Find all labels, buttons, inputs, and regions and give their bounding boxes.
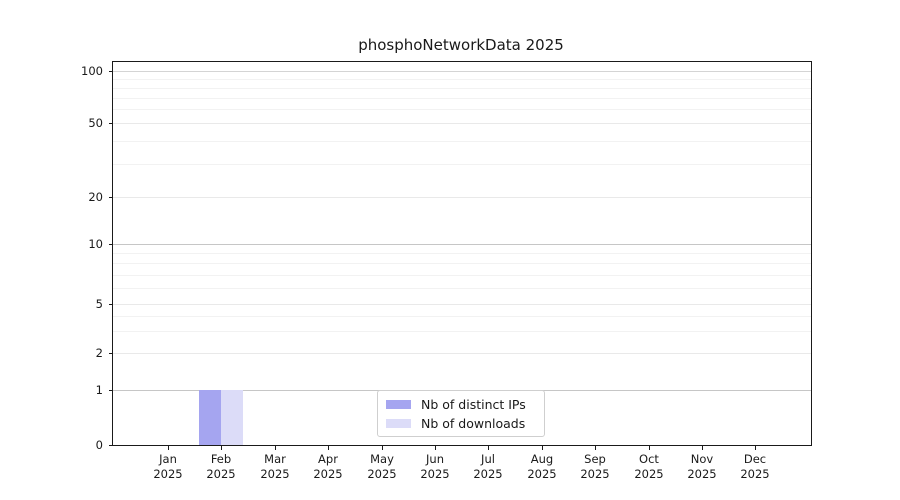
- x-tick-label-year: 2025: [580, 466, 610, 481]
- x-axis-tick: [488, 446, 489, 450]
- y-gridline-minor: [113, 164, 811, 165]
- legend-item: Nb of downloads: [386, 416, 536, 431]
- y-gridline-minor: [113, 288, 811, 289]
- y-axis-tick: [109, 353, 113, 354]
- x-tick-label-year: 2025: [634, 466, 664, 481]
- y-tick-label: 0: [95, 438, 103, 452]
- x-tick-label-month: Oct: [639, 452, 659, 466]
- legend: Nb of distinct IPs Nb of downloads: [377, 390, 545, 437]
- x-tick-label-month: Feb: [210, 452, 232, 466]
- y-gridline-minor: [113, 88, 811, 89]
- x-tick-label: Feb 2025: [191, 452, 251, 481]
- y-gridline-major: [113, 197, 811, 198]
- x-tick-label: Apr 2025: [298, 452, 358, 481]
- x-tick-label-year: 2025: [740, 466, 770, 481]
- y-gridline-minor: [113, 79, 811, 80]
- x-tick-label: Jun 2025: [405, 452, 465, 481]
- y-tick-label: 1: [95, 383, 103, 397]
- x-tick-label: Jan 2025: [138, 452, 198, 481]
- x-tick-label-month: Mar: [264, 452, 286, 466]
- y-axis-tick: [109, 197, 113, 198]
- x-axis-tick: [649, 446, 650, 450]
- legend-label: Nb of distinct IPs: [421, 396, 526, 412]
- y-axis-tick: [109, 445, 113, 446]
- y-tick-label: 20: [88, 190, 103, 204]
- x-tick-label: Sep 2025: [565, 452, 625, 481]
- y-gridline-minor: [113, 141, 811, 142]
- x-tick-label-year: 2025: [260, 466, 290, 481]
- x-tick-label: Nov 2025: [672, 452, 732, 481]
- x-tick-label-month: May: [370, 452, 394, 466]
- x-axis-tick: [542, 446, 543, 450]
- bar-feb-2025-series1: [221, 390, 243, 445]
- x-tick-label: Oct 2025: [619, 452, 679, 481]
- x-tick-label: May 2025: [352, 452, 412, 481]
- x-tick-label: Aug 2025: [512, 452, 572, 481]
- x-axis-tick: [328, 446, 329, 450]
- x-tick-label-year: 2025: [153, 466, 183, 481]
- y-axis-tick: [109, 71, 113, 72]
- x-tick-label: Jul 2025: [458, 452, 518, 481]
- x-tick-label-month: Apr: [318, 452, 338, 466]
- y-gridline-minor: [113, 331, 811, 332]
- x-tick-label-year: 2025: [206, 466, 236, 481]
- legend-item: Nb of distinct IPs: [386, 397, 536, 412]
- y-axis-tick: [109, 123, 113, 124]
- x-axis-tick: [275, 446, 276, 450]
- x-tick-label-year: 2025: [420, 466, 450, 481]
- y-tick-label: 50: [88, 116, 103, 130]
- x-axis-tick: [702, 446, 703, 450]
- x-tick-label-year: 2025: [313, 466, 343, 481]
- x-tick-label-year: 2025: [687, 466, 717, 481]
- y-gridline-minor: [113, 275, 811, 276]
- y-tick-label: 100: [81, 64, 103, 78]
- y-gridline-minor: [113, 98, 811, 99]
- legend-swatch: [386, 418, 411, 428]
- x-axis-tick: [382, 446, 383, 450]
- y-tick-label: 2: [95, 346, 103, 360]
- y-axis-tick: [109, 304, 113, 305]
- x-tick-label-year: 2025: [367, 466, 397, 481]
- x-tick-label-month: Aug: [530, 452, 554, 466]
- y-gridline-major: [113, 304, 811, 305]
- x-axis-tick: [755, 446, 756, 450]
- x-tick-label: Dec 2025: [725, 452, 785, 481]
- x-tick-label-month: Dec: [743, 452, 767, 466]
- plot-area: [112, 61, 812, 446]
- x-axis-tick: [168, 446, 169, 450]
- y-gridline-minor: [113, 253, 811, 254]
- x-axis-tick: [435, 446, 436, 450]
- x-tick-label-month: Jul: [481, 452, 495, 466]
- x-tick-label-year: 2025: [527, 466, 557, 481]
- x-tick-label: Mar 2025: [245, 452, 305, 481]
- x-axis-tick: [221, 446, 222, 450]
- y-gridline-minor: [113, 109, 811, 110]
- y-axis-tick: [109, 244, 113, 245]
- x-tick-label-month: Sep: [584, 452, 606, 466]
- y-gridline-minor: [113, 263, 811, 264]
- y-axis-tick: [109, 390, 113, 391]
- bar-feb-2025-series0: [199, 390, 221, 445]
- y-gridline-minor: [113, 316, 811, 317]
- y-gridline-major: [113, 244, 811, 245]
- y-gridline-major: [113, 123, 811, 124]
- x-axis-tick: [595, 446, 596, 450]
- x-tick-label-year: 2025: [473, 466, 503, 481]
- y-gridline-major: [113, 353, 811, 354]
- legend-label: Nb of downloads: [421, 415, 526, 431]
- y-gridline-major: [113, 71, 811, 72]
- x-tick-label-month: Nov: [690, 452, 714, 466]
- legend-swatch: [386, 399, 411, 409]
- x-tick-label-month: Jun: [426, 452, 444, 466]
- x-tick-label-month: Jan: [159, 452, 177, 466]
- y-tick-label: 10: [88, 237, 103, 251]
- y-tick-label: 5: [95, 297, 103, 311]
- chart-title: phosphoNetworkData 2025: [358, 36, 564, 54]
